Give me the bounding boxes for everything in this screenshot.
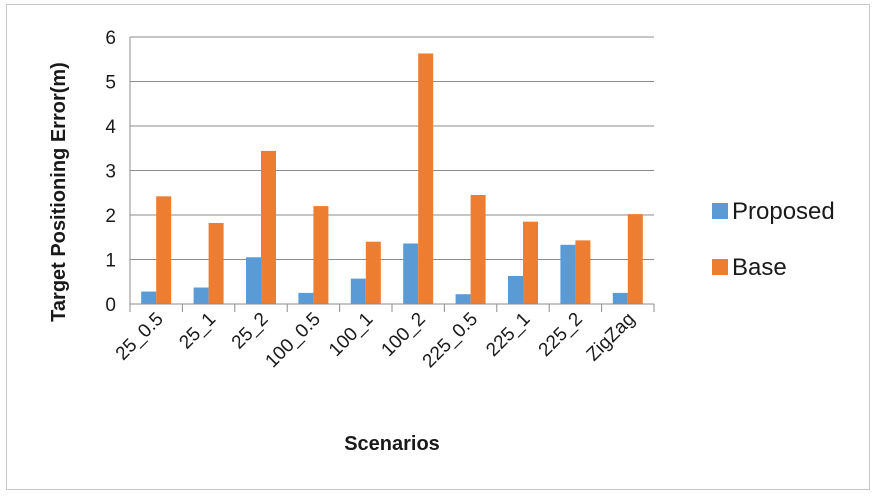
y-axis-title: Target Positioning Error(m) bbox=[48, 62, 70, 322]
y-tick-label: 1 bbox=[105, 251, 116, 272]
x-tick-label: ZigZag bbox=[583, 309, 640, 366]
y-tick-labels: 0 1 2 3 4 5 6 bbox=[105, 28, 116, 316]
bar-base-100_0.5 bbox=[313, 206, 329, 304]
bar-base-225_1 bbox=[523, 221, 538, 304]
bar-proposed-25_2 bbox=[246, 257, 261, 304]
legend-label-proposed: Proposed bbox=[732, 198, 835, 225]
bar-proposed-225_0.5 bbox=[455, 294, 471, 304]
y-tick-label: 2 bbox=[105, 206, 116, 227]
bar-base-25_2 bbox=[261, 150, 276, 304]
chart-frame bbox=[6, 4, 870, 490]
y-tick-label: 4 bbox=[105, 117, 116, 138]
bar-proposed-100_2 bbox=[403, 243, 419, 304]
bar-proposed-100_1 bbox=[350, 278, 366, 304]
bar-base-25_0.5 bbox=[156, 196, 172, 304]
bar-proposed-25_1 bbox=[193, 287, 209, 304]
bar-base-ZigZag bbox=[627, 214, 643, 304]
bar-base-225_2 bbox=[575, 240, 591, 304]
x-tick-label: 225_2 bbox=[535, 309, 587, 361]
y-tick-label: 5 bbox=[105, 73, 116, 94]
bar-proposed-100_0.5 bbox=[298, 292, 314, 304]
x-tick-label: 25_2 bbox=[228, 309, 273, 354]
x-axis-title: Scenarios bbox=[344, 433, 440, 455]
bar-proposed-225_2 bbox=[560, 244, 576, 304]
legend-swatch-proposed bbox=[712, 203, 728, 219]
bar-proposed-25_0.5 bbox=[141, 291, 157, 304]
x-tick-label: 225_0.5 bbox=[419, 309, 482, 372]
y-tick-label: 3 bbox=[105, 162, 116, 183]
bar-proposed-ZigZag bbox=[612, 292, 628, 304]
axes bbox=[129, 37, 655, 312]
y-tick-label: 6 bbox=[105, 28, 116, 49]
bars bbox=[141, 53, 643, 305]
bar-proposed-225_1 bbox=[508, 275, 523, 304]
x-tick-label: 25_1 bbox=[175, 309, 220, 354]
y-tick-label: 0 bbox=[105, 295, 116, 316]
x-tick-label: 25_0.5 bbox=[112, 309, 168, 365]
bar-base-225_0.5 bbox=[470, 194, 486, 304]
legend-swatch-base bbox=[712, 259, 728, 275]
bar-base-100_1 bbox=[365, 241, 381, 304]
x-tick-label: 100_0.5 bbox=[262, 309, 325, 372]
x-tick-label: 100_1 bbox=[325, 309, 377, 361]
x-tick-label: 225_1 bbox=[482, 309, 534, 361]
bar-base-25_1 bbox=[208, 223, 224, 304]
legend: Proposed Base bbox=[712, 198, 835, 281]
bar-base-100_2 bbox=[418, 53, 434, 305]
legend-label-base: Base bbox=[732, 254, 787, 281]
